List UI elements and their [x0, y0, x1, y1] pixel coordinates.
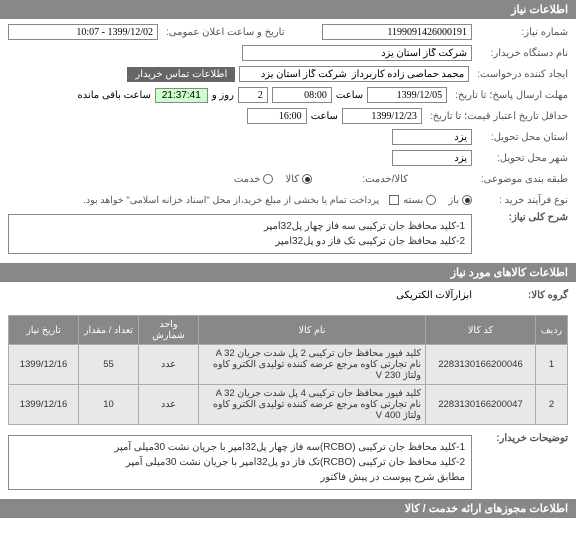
label-state: استان محل تحویل:	[476, 132, 568, 143]
city-input[interactable]	[392, 150, 472, 166]
days-left-input[interactable]	[238, 87, 268, 103]
cell-unit: عدد	[139, 385, 199, 425]
announce-datetime-input[interactable]	[8, 24, 158, 40]
buyer-org-input[interactable]	[242, 45, 472, 61]
cell-date: 1399/12/16	[9, 345, 79, 385]
islamic-treasury-checkbox[interactable]	[389, 195, 399, 205]
label-hour-1: ساعت	[336, 90, 363, 101]
radio-goods[interactable]: کالا	[285, 174, 312, 185]
label-main-desc: شرح کلی نیاز:	[476, 212, 568, 223]
label-day-and: روز و	[212, 90, 234, 101]
radio-dot-icon	[302, 174, 312, 184]
goods-service-radio-group: کالا خدمت	[234, 174, 312, 185]
cell-name: کلید فیوز محافظ جان ترکیبی 4 پل شدت جریا…	[199, 385, 426, 425]
radio-closed[interactable]: بسته	[403, 195, 436, 206]
radio-open-label: باز	[448, 195, 459, 206]
cell-n: 1	[536, 345, 568, 385]
radio-closed-label: بسته	[403, 195, 423, 206]
cell-n: 2	[536, 385, 568, 425]
label-hour-2: ساعت	[311, 111, 338, 122]
goods-section-header: اطلاعات کالاهای مورد نیاز	[0, 263, 576, 282]
label-remaining: ساعت باقی مانده	[77, 90, 150, 101]
buyer-note-1: 1-کلید محافظ جان ترکیبی (RCBO)سه فاز چها…	[15, 440, 465, 455]
th-row: ردیف	[536, 316, 568, 345]
label-buyer-notes: توضیحات خریدار:	[476, 433, 568, 444]
th-code: کد کالا	[426, 316, 536, 345]
process-type-radio-group: باز بسته	[403, 195, 472, 206]
label-goods-service: کالا/خدمت:	[316, 174, 408, 185]
radio-dot-icon	[426, 195, 436, 205]
label-creator: ایجاد کننده درخواست:	[473, 69, 568, 80]
time-left-badge: 21:37:41	[155, 88, 208, 103]
deadline-date-input[interactable]	[367, 87, 447, 103]
buyer-note-2: 2-کلید محافظ جان ترکیبی (RCBO)تک فاز دو …	[15, 455, 465, 470]
info-section-header: اطلاعات نیاز	[0, 0, 576, 19]
label-city: شهر محل تحویل:	[476, 153, 568, 164]
desc-line-2: 2-کلید محافظ جان ترکیبی تک فاز دو پل32ام…	[15, 234, 465, 249]
cell-name: کلید فیوز محافظ جان ترکیبی 2 پل شدت جریا…	[199, 345, 426, 385]
goods-group-value: ابزارآلات الکتریکی	[396, 290, 472, 301]
main-desc-box: 1-کلید محافظ جان ترکیبی سه فاز چهار پل32…	[8, 214, 472, 254]
validity-hour-input[interactable]	[247, 108, 307, 124]
radio-dot-icon	[462, 195, 472, 205]
islamic-note: پرداخت تمام یا بخشی از مبلغ خرید،از محل …	[83, 195, 379, 206]
radio-open[interactable]: باز	[448, 195, 472, 206]
desc-line-1: 1-کلید محافظ جان ترکیبی سه فاز چهار پل32…	[15, 219, 465, 234]
table-row: 1 2283130166200046 کلید فیوز محافظ جان ت…	[9, 345, 568, 385]
label-process-type: نوع فرآیند خرید :	[476, 195, 568, 206]
label-deadline: مهلت ارسال پاسخ؛ تا تاریخ:	[451, 90, 568, 101]
state-input[interactable]	[392, 129, 472, 145]
cell-qty: 55	[79, 345, 139, 385]
label-budget-class: طبقه بندی موضوعی:	[476, 174, 568, 185]
contact-info-button[interactable]: اطلاعات تماس خریدار	[127, 67, 235, 82]
label-buyer-org: نام دستگاه خریدار:	[476, 48, 568, 59]
label-goods-group: گروه کالا:	[476, 290, 568, 301]
label-validity: حداقل تاریخ اعتبار قیمت؛ تا تاریخ:	[426, 111, 568, 122]
label-need-no: شماره نیاز:	[476, 27, 568, 38]
validity-date-input[interactable]	[342, 108, 422, 124]
radio-service[interactable]: خدمت	[234, 174, 274, 185]
radio-goods-label: کالا	[285, 174, 299, 185]
radio-dot-icon	[263, 174, 273, 184]
label-announce-datetime: تاریخ و ساعت اعلان عمومی:	[162, 27, 285, 38]
th-date: تاریخ نیاز	[9, 316, 79, 345]
goods-table: ردیف کد کالا نام کالا واحد شمارش تعداد /…	[8, 315, 568, 425]
th-unit: واحد شمارش	[139, 316, 199, 345]
cell-unit: عدد	[139, 345, 199, 385]
deadline-hour-input[interactable]	[272, 87, 332, 103]
cell-date: 1399/12/16	[9, 385, 79, 425]
buyer-notes-box: 1-کلید محافظ جان ترکیبی (RCBO)سه فاز چها…	[8, 435, 472, 490]
perms-section-header: اطلاعات مجوزهای ارائه خدمت / کالا	[0, 499, 576, 518]
th-qty: تعداد / مقدار	[79, 316, 139, 345]
radio-service-label: خدمت	[234, 174, 261, 185]
th-name: نام کالا	[199, 316, 426, 345]
table-row: 2 2283130166200047 کلید فیوز محافظ جان ت…	[9, 385, 568, 425]
need-no-input[interactable]	[322, 24, 472, 40]
creator-input[interactable]	[239, 66, 469, 82]
cell-qty: 10	[79, 385, 139, 425]
cell-code: 2283130166200047	[426, 385, 536, 425]
buyer-note-3: مطابق شرح پیوست در پیش فاکتور	[15, 470, 465, 485]
cell-code: 2283130166200046	[426, 345, 536, 385]
